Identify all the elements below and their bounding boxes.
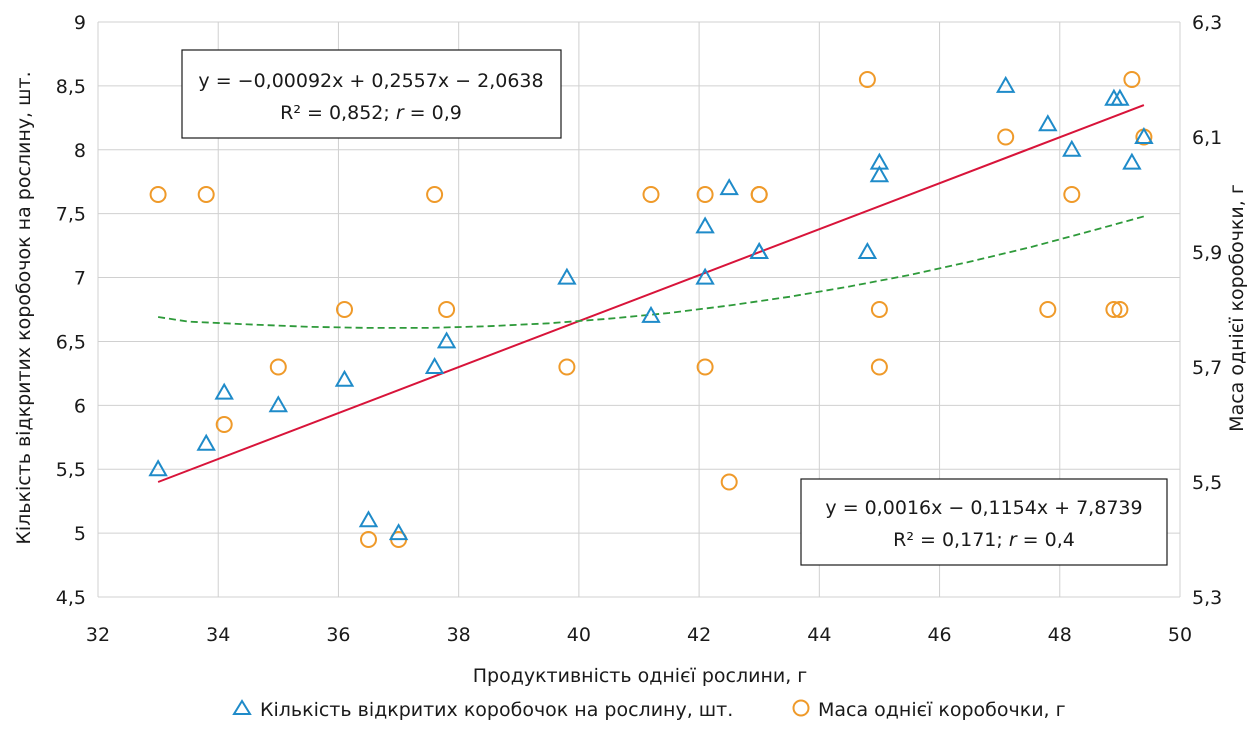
circle-point — [1105, 301, 1123, 318]
circle-point — [269, 358, 287, 376]
y-left-tick-label: 6,5 — [56, 331, 86, 353]
triangle-point — [196, 433, 216, 451]
triangle-point — [1122, 152, 1142, 170]
y-left-tick-label: 4,5 — [56, 587, 86, 609]
legend: Кількість відкритих коробочок на рослину… — [232, 699, 1066, 721]
triangle-point — [695, 216, 715, 234]
equation-box-2: y = 0,0016x − 0,1154x + 7,8739 R² = 0,17… — [800, 478, 1168, 566]
y-right-tick-label: 6,1 — [1192, 127, 1222, 149]
circle-point — [438, 301, 456, 318]
equation-box-1: y = −0,00092x + 0,2557x − 2,0638 R² = 0,… — [181, 49, 562, 139]
triangle-point — [1134, 126, 1154, 144]
circle-point — [197, 186, 215, 203]
legend-circle-marker — [792, 699, 810, 717]
circle-point — [1063, 186, 1081, 203]
legend-triangle-marker — [232, 699, 252, 715]
triangle-point — [557, 267, 577, 285]
x-tick-label: 34 — [206, 624, 230, 646]
y-right-tick-label: 5,7 — [1192, 357, 1222, 379]
triangle-point — [857, 241, 878, 259]
circle-point — [696, 358, 714, 376]
y-right-tick-labels: 5,3 5,5 5,7 5,9 6,1 6,3 — [1192, 12, 1222, 609]
data-points — [148, 71, 1154, 548]
circle-point — [1039, 301, 1057, 318]
circle-point — [360, 531, 377, 548]
y-left-tick-label: 6 — [74, 395, 86, 417]
y-right-tick-label: 5,9 — [1192, 242, 1222, 264]
triangle-point — [334, 369, 355, 387]
y-right-tick-label: 5,5 — [1192, 472, 1222, 494]
y-left-tick-label: 7,5 — [56, 204, 86, 226]
triangle-point — [641, 305, 661, 323]
triangle-point — [749, 241, 769, 259]
x-tick-label: 48 — [1048, 624, 1072, 646]
triangle-point — [436, 331, 457, 349]
y-left-tick-label: 5,5 — [56, 459, 86, 481]
circle-point — [426, 186, 444, 203]
triangle-point — [995, 75, 1016, 93]
y-right-tick-label: 6,3 — [1192, 12, 1222, 34]
equation-2-stats: R² = 0,171; r = 0,4 — [893, 529, 1075, 551]
equation-2-text: y = 0,0016x − 0,1154x + 7,8739 — [825, 497, 1142, 519]
equation-1-stats: R² = 0,852; r = 0,9 — [280, 102, 462, 124]
triangle-point — [148, 459, 168, 477]
triangle-point — [869, 165, 890, 183]
x-tick-label: 32 — [86, 624, 110, 646]
x-tick-label: 38 — [447, 624, 471, 646]
y-right-axis-title: Маса однієї коробочки, г — [1226, 184, 1248, 432]
triangle-point — [358, 510, 379, 528]
y-left-tick-label: 9 — [74, 12, 86, 34]
x-tick-label: 42 — [687, 624, 711, 646]
triangle-point — [719, 178, 739, 196]
x-tick-label: 40 — [567, 624, 591, 646]
x-tick-label: 44 — [807, 624, 831, 646]
legend-label-series-1: Кількість відкритих коробочок на рослину… — [260, 699, 733, 721]
y-left-tick-label: 8 — [74, 140, 86, 162]
circle-point — [870, 301, 888, 318]
trendline-1 — [157, 104, 1145, 483]
circle-point — [997, 128, 1015, 146]
circle-point — [149, 186, 167, 203]
circle-point — [696, 186, 714, 203]
x-tick-label: 50 — [1168, 624, 1192, 646]
circle-point — [558, 358, 576, 376]
circle-point — [336, 301, 353, 318]
circle-point — [1123, 71, 1141, 88]
triangle-point — [214, 382, 234, 400]
legend-label-series-2: Маса однієї коробочки, г — [818, 699, 1066, 721]
triangle-point — [388, 523, 409, 541]
circle-point — [870, 358, 888, 376]
triangle-point — [1038, 114, 1058, 132]
circle-point — [858, 71, 876, 88]
triangle-point — [1062, 139, 1082, 157]
x-axis-title: Продуктивність однієї рослини, г — [473, 665, 808, 687]
circle-point — [750, 186, 768, 203]
trendlines — [157, 104, 1145, 483]
triangle-point — [1110, 88, 1130, 106]
x-tick-label: 46 — [927, 624, 951, 646]
y-left-tick-label: 8,5 — [56, 76, 86, 98]
triangle-point — [695, 267, 715, 285]
x-tick-label: 36 — [326, 624, 350, 646]
circle-point — [720, 473, 738, 491]
x-tick-labels: 32 34 36 38 40 42 44 46 48 50 — [86, 624, 1192, 646]
trendline-2 — [157, 215, 1145, 329]
circle-point — [215, 416, 233, 433]
y-right-tick-label: 5,3 — [1192, 587, 1222, 609]
y-left-tick-label: 7 — [74, 268, 86, 290]
circle-point — [642, 186, 660, 203]
equation-1-text: y = −0,00092x + 0,2557x − 2,0638 — [198, 70, 543, 92]
triangle-point — [268, 395, 289, 413]
y-left-axis-title: Кількість відкритих коробочок на рослину… — [13, 71, 35, 544]
y-left-tick-label: 5 — [74, 523, 86, 545]
circle-point — [1111, 301, 1129, 318]
triangle-point — [424, 356, 445, 374]
y-left-tick-labels: 4,5 5 5,5 6 6,5 7 7,5 8 8,5 9 — [56, 12, 86, 609]
